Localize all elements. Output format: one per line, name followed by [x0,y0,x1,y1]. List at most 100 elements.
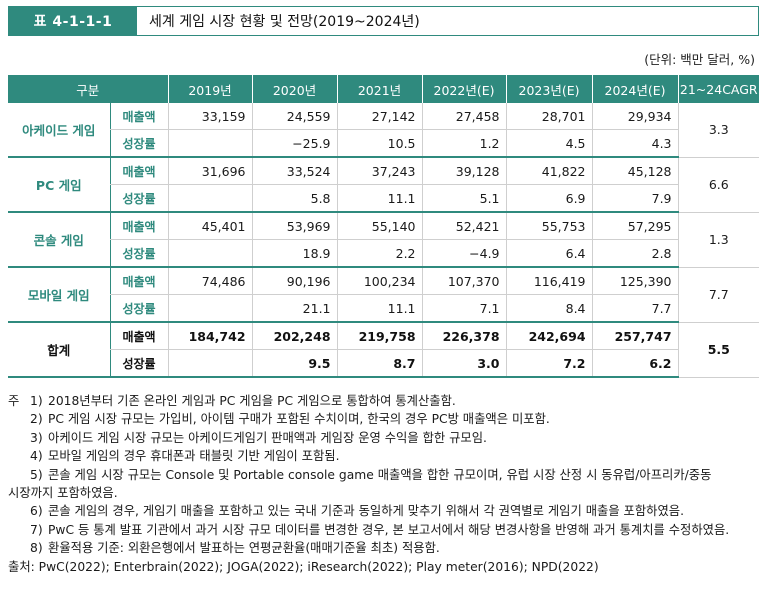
metric-label: 성장률 [109,294,169,323]
footnote-number: 2) [30,412,43,427]
footnote-text: 모바일 게임의 경우 휴대폰과 태블릿 기반 게임이 포함됨. [48,449,340,464]
value-cell: 11.1 [336,184,423,213]
value-cell: 3.0 [421,349,507,378]
col-header: 2023년(E) [505,75,593,103]
table-title-bar: 표 4-1-1-1 세계 게임 시장 현황 및 전망(2019~2024년) [8,6,759,36]
value-cell: 184,742 [167,322,253,350]
value-cell: 257,747 [591,322,679,350]
value-cell: 53,969 [251,212,338,240]
value-cell: 5.8 [251,184,338,213]
footnotes: 주 1) 2018년부터 기존 온라인 게임과 PC 게임을 PC 게임으로 통합하… [8,392,768,576]
value-cell: 6.2 [591,349,679,378]
value-cell: 4.5 [505,129,593,158]
footnote: 6) 콘솔 게임의 경우, 게임기 매출을 포함하고 있는 국내 기준과 동일하게… [8,502,768,520]
cagr-cell: 6.6 [677,157,760,213]
metric-label: 매출액 [109,103,169,130]
value-cell: 219,758 [336,322,423,350]
footnote-lead [8,429,30,447]
value-cell: 37,243 [336,157,423,185]
metric-label: 매출액 [109,157,169,185]
footnote: 4) 모바일 게임의 경우 휴대폰과 태블릿 기반 게임이 포함됨. [8,447,768,465]
unit-label: (단위: 백만 달러, %) [644,52,755,67]
value-cell: 29,934 [591,103,679,130]
footnote-number: 3) [30,430,43,445]
value-cell: 116,419 [505,267,593,295]
value-cell: 7.1 [421,294,507,323]
cagr-cell: 1.3 [677,212,760,268]
footnote-lead [8,447,30,465]
footnote-text: 환율적용 기준: 외환은행에서 발표하는 연평균환율(매매기준율 최초) 적용함… [48,541,440,556]
footnote-lead [8,521,30,539]
value-cell: 52,421 [421,212,507,240]
col-header: 21~24CAGR [677,75,760,103]
value-cell: 100,234 [336,267,423,295]
value-cell: 1.2 [421,129,507,158]
footnote-number: 1) [30,394,43,408]
value-cell: 39,128 [421,157,507,185]
footnote-lead [8,539,30,557]
table-row: 합계 매출액 184,742 202,248 219,758 226,378 242,694… [8,322,760,378]
value-cell: 27,458 [421,103,507,130]
value-cell: 33,159 [167,103,253,130]
value-cell [167,294,253,323]
value-cell: 41,822 [505,157,593,185]
value-cell [167,349,253,378]
group-label: 모바일 게임 [8,267,110,323]
value-cell: 6.9 [505,184,593,213]
value-cell: 90,196 [251,267,338,295]
table-row: 모바일 게임 매출액 74,486 90,196 100,234 107,370 116,4… [8,267,760,323]
footnote-lead [8,502,30,520]
col-header: 구분 [8,75,169,103]
metric-label: 성장률 [109,239,169,268]
footnote-text: PwC 등 통계 발표 기관에서 과거 시장 규모 데이터를 변경한 경우, 본… [48,522,730,537]
market-table: 구분 2019년 2020년 2021년 2022년(E) 2023년(E) 2… [8,75,760,378]
value-cell: 2.8 [591,239,679,268]
metric-label: 매출액 [109,267,169,295]
value-cell: 18.9 [251,239,338,268]
footnote: 2) PC 게임 시장 규모는 가입비, 아이템 구매가 포함된 수치이며, 한국… [8,410,768,428]
source-line: 출처: PwC(2022); Enterbrain(2022); JOGA(20… [8,559,599,574]
group-label: 아케이드 게임 [8,103,110,158]
value-cell: −4.9 [421,239,507,268]
value-cell: 9.5 [251,349,338,378]
value-cell: 7.9 [591,184,679,213]
metric-label: 매출액 [109,322,169,350]
table-row: 콘솔 게임 매출액 45,401 53,969 55,140 52,421 55,753 57… [8,212,760,268]
value-cell: 4.3 [591,129,679,158]
value-cell: 27,142 [336,103,423,130]
footnote: 5) 콘솔 게임 시장 규모는 Console 및 Portable consol… [8,466,768,484]
value-cell: 8.4 [505,294,593,323]
table-row: 성장률 9.5 8.7 3.0 7.2 6.2 [8,349,759,378]
footnote-number: 6) [30,504,43,519]
value-cell: 24,559 [251,103,338,130]
table-row: 성장률 18.9 2.2 −4.9 6.4 2.8 [8,239,759,268]
table-title: 세계 게임 시장 현황 및 전망(2019~2024년) [149,14,420,30]
footnote-lead [8,410,30,428]
metric-label: 성장률 [109,184,169,213]
col-header: 2020년 [251,75,338,103]
value-cell: −25.9 [251,129,338,158]
value-cell: 21.1 [251,294,338,323]
footnote: 8) 환율적용 기준: 외환은행에서 발표하는 연평균환율(매매기준율 최초) 적… [8,539,768,557]
value-cell [167,239,253,268]
footnote-continuation: 시장까지 포함하였음. [8,486,118,501]
value-cell: 45,401 [167,212,253,240]
value-cell: 107,370 [421,267,507,295]
table-row: 성장률 −25.9 10.5 1.2 4.5 4.3 [8,129,759,158]
footnote-lead: 주 [8,394,20,408]
value-cell: 2.2 [336,239,423,268]
value-cell: 10.5 [336,129,423,158]
value-cell: 6.4 [505,239,593,268]
footnote-number: 7) [30,522,43,537]
metric-label: 성장률 [109,349,169,378]
col-header: 2021년 [336,75,423,103]
footnote-text: 콘솔 게임 시장 규모는 Console 및 Portable console … [48,467,712,482]
value-cell: 226,378 [421,322,507,350]
footnote-number: 5) [30,467,43,482]
value-cell [167,129,253,158]
metric-label: 성장률 [109,129,169,158]
table-row: PC 게임 매출액 31,696 33,524 37,243 39,128 41,822 45… [8,157,760,213]
footnote-number: 8) [30,541,43,556]
value-cell: 55,140 [336,212,423,240]
footnote-number: 4) [30,449,43,464]
